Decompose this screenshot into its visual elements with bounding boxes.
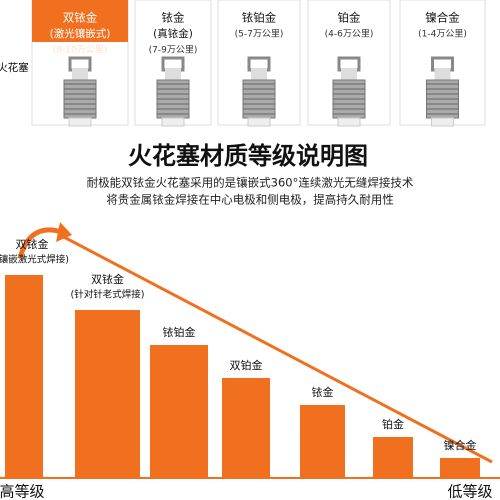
card-name: 火花塞	[0, 61, 29, 74]
title: 火花塞材质等级说明图	[128, 142, 368, 170]
plug-ceramic	[68, 117, 92, 127]
card-highlight	[32, 0, 128, 42]
plug-insulator	[165, 68, 181, 82]
card-life: (4-6万公里)	[325, 29, 374, 40]
plug-ceramic	[247, 117, 271, 127]
grade-bar	[150, 345, 208, 478]
grade-name: 镍合金	[444, 438, 477, 452]
grade-note: (镶嵌激光式焊接)	[0, 254, 69, 266]
grade-name: 双铱金	[91, 272, 124, 286]
grade-name: 铱铂金	[163, 325, 196, 339]
card-name: 铱金	[162, 11, 185, 25]
plug-ceramic	[431, 117, 454, 127]
card-life: (7-9万公里)	[149, 45, 198, 56]
grade-name: 铱金	[312, 385, 334, 399]
grade-name: 铂金	[382, 417, 404, 431]
card-name: 双铱金	[63, 11, 98, 25]
grade-bar	[440, 458, 480, 478]
grade-bar	[222, 378, 270, 478]
plug-insulator	[434, 68, 451, 82]
card-name: 铱铂金	[242, 11, 277, 25]
plug-insulator	[251, 68, 267, 82]
high-label: 高等级	[0, 483, 45, 500]
plug-ceramic	[337, 117, 361, 127]
plug-insulator	[341, 68, 357, 82]
plug-insulator	[72, 68, 88, 82]
card-life: (8-10万公里)	[53, 45, 107, 56]
arrow-curve	[17, 227, 63, 259]
grade-bar	[300, 405, 345, 478]
arrow-head	[56, 222, 72, 242]
card-type: (激光镶嵌式)	[50, 27, 111, 40]
low-label: 低等级	[447, 483, 492, 500]
description-line: 耐极能双铱金火花塞采用的是镶嵌式360°连续激光无缝焊接技术	[87, 176, 414, 190]
card-type: (真铱金)	[153, 27, 193, 40]
card-life: (1-4万公里)	[418, 29, 467, 40]
plug-ceramic	[161, 117, 185, 127]
grade-bar	[5, 275, 43, 478]
grade-bar	[373, 437, 413, 478]
card-name: 镍合金	[425, 11, 460, 25]
grade-name: 双铂金	[230, 358, 263, 372]
grade-note: (针对针老式焊接)	[71, 289, 145, 301]
description-line: 将贵金属铱金焊接在中心电极和侧电极，提高持久耐用性	[106, 193, 394, 207]
grade-bar	[75, 310, 140, 478]
grade-name: 双铱金	[16, 237, 49, 251]
grade-slope	[59, 233, 493, 464]
card-name: 铂金	[338, 11, 361, 25]
card-life: (5-7万公里)	[235, 29, 284, 40]
